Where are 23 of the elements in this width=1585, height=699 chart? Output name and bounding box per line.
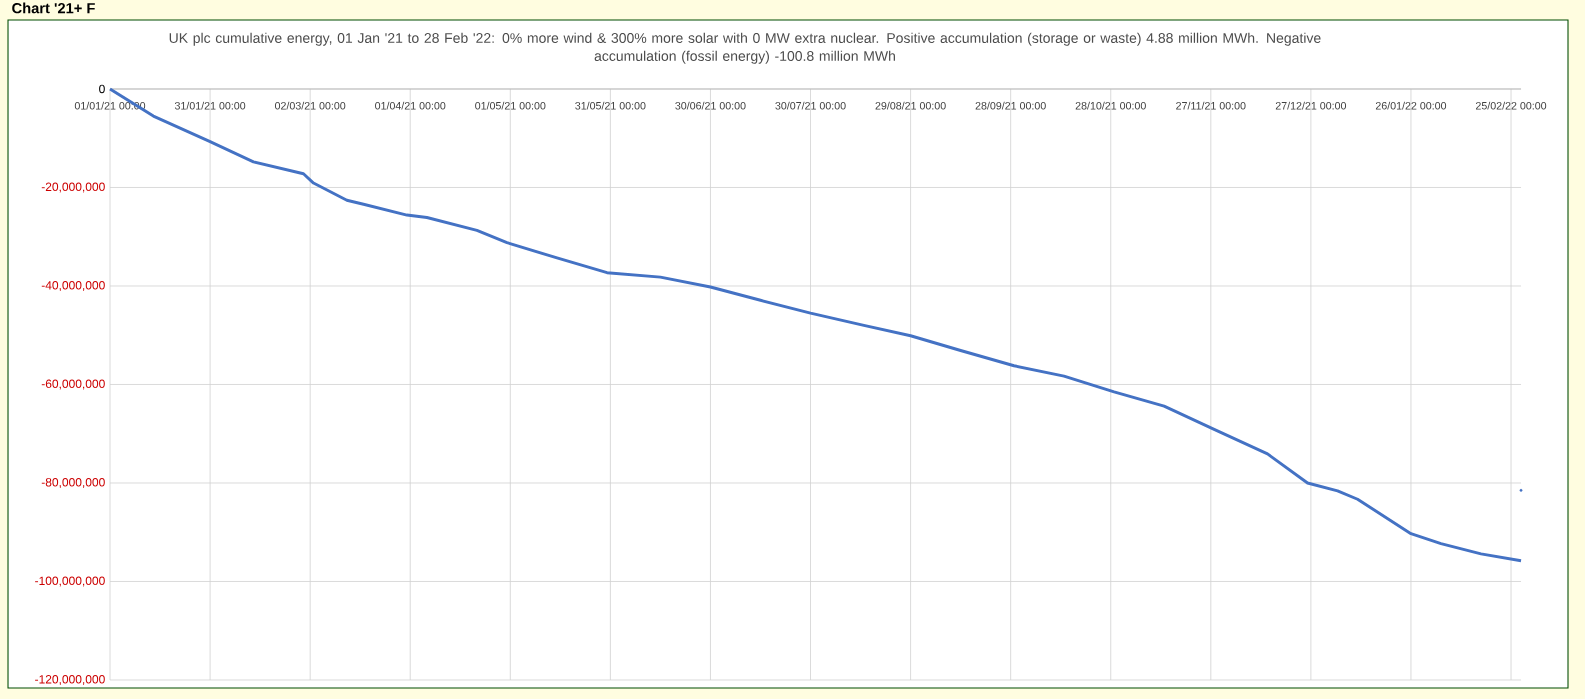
text: Chart '21+ F xyxy=(12,2,95,14)
x-tick-label: 27/12/21 00:00 xyxy=(1275,101,1347,110)
x-tick-label: 27/11/21 00:00 xyxy=(1176,101,1246,110)
x-tick-label: 30/07/21 00:00 xyxy=(775,101,846,110)
y-tick-label: -60,000,000 xyxy=(41,379,105,390)
x-tick-label: 28/09/21 00:00 xyxy=(975,101,1046,110)
chart-title: UK plc cumulative energy, 01 Jan '21 to 28 Feb '22: 0% more wind & 300% more solar with 0 MW extra nuclear. Positive accumulation (storage or waste) 4.88 million MWh. Negative accumulation (fossil energy) -100.8 million MWh xyxy=(169,32,1321,64)
y-tick-label: -20,000,000 xyxy=(41,182,105,193)
x-tick-label: 02/03/21 00:00 xyxy=(274,101,346,110)
x-tick-label: 30/06/21 00:00 xyxy=(675,101,746,110)
x-tick-label: 28/10/21 00:00 xyxy=(1075,101,1146,110)
y-tick-label: -80,000,000 xyxy=(41,478,105,488)
x-tick-label: 01/05/21 00:00 xyxy=(475,101,546,110)
x-tick-label: 29/08/21 00:00 xyxy=(875,101,946,110)
x-tick-label: 31/01/21 00:00 xyxy=(174,101,246,110)
x-tick-label: 31/05/21 00:00 xyxy=(575,101,646,110)
x-tick-label: 25/02/22 00:00 xyxy=(1475,101,1547,110)
y-tick-label: 0 xyxy=(99,84,105,94)
x-tick-label: 01/04/21 00:00 xyxy=(375,101,446,110)
y-tick-label: -100,000,000 xyxy=(35,576,105,587)
x-tick-label: 26/01/22 00:00 xyxy=(1375,101,1447,110)
y-tick-label: -120,000,000 xyxy=(35,675,105,685)
y-tick-label: -40,000,000 xyxy=(41,281,105,291)
